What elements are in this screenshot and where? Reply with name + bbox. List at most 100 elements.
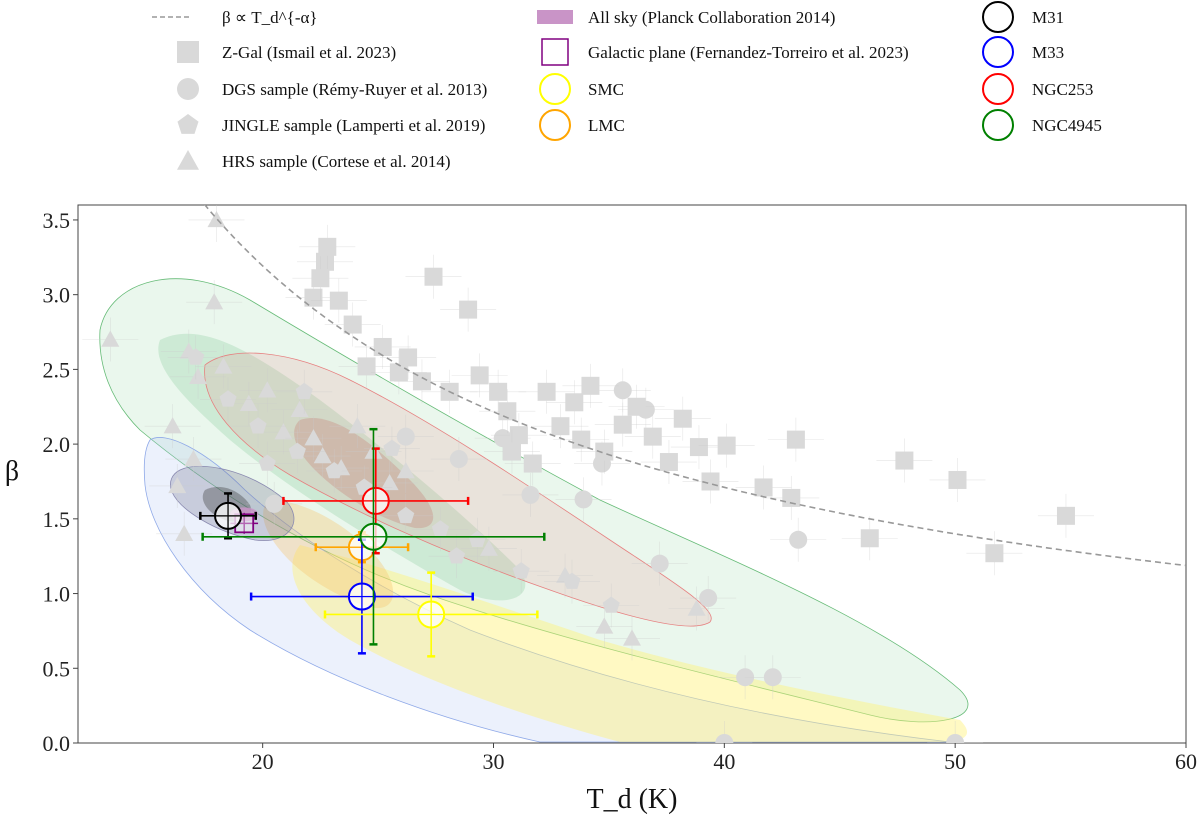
dgs-point (449, 450, 468, 469)
y-axis-label: β (5, 456, 19, 487)
dgs-point (521, 485, 540, 504)
galaxy-markers (199, 427, 546, 658)
legend-galplane-swatch (541, 38, 569, 66)
dgs-point (763, 668, 782, 687)
y-tick-label: 1.0 (43, 582, 71, 607)
zgal-point (318, 237, 337, 256)
jingle-point (512, 562, 530, 579)
jingle-point (602, 596, 620, 613)
x-tick-label: 40 (713, 749, 735, 774)
comparison-samples (82, 205, 1094, 743)
legend-m33-label: M33 (1032, 43, 1064, 62)
zgal-point (786, 430, 805, 449)
zgal-point (304, 288, 323, 307)
y-tick-label: 3.0 (43, 283, 71, 308)
jingle-point (383, 439, 401, 456)
zgal-point (985, 544, 1004, 563)
hrs-point (175, 524, 194, 541)
jingle-point (431, 520, 449, 537)
zgal-point (595, 442, 614, 461)
y-tick-label: 1.5 (43, 507, 71, 532)
hrs-point (623, 629, 641, 646)
x-axis-label: T_d (K) (587, 784, 678, 815)
jingle-point (325, 462, 343, 479)
jingle-point (187, 348, 205, 365)
y-tick-label: 0.5 (43, 656, 71, 681)
zgal-point (643, 427, 662, 446)
jingle-point (288, 442, 306, 459)
axes: 20 30 40 50 60 0.0 0.5 1.0 1.5 2.0 2.5 3.0 3.5 (43, 208, 1198, 774)
hrs-point (239, 394, 258, 411)
zgal-point (1056, 506, 1075, 525)
hrs-point (205, 293, 224, 310)
legend-zgal-swatch (177, 41, 199, 63)
legend-ngc4945-swatch (982, 109, 1014, 141)
y-tick-label: 2.5 (43, 357, 71, 382)
hrs-point (258, 381, 277, 398)
y-tick-label: 2.0 (43, 432, 71, 457)
jingle-point (468, 530, 486, 547)
dgs-point (396, 427, 415, 446)
hrs-point (396, 462, 415, 479)
jingle-point (397, 506, 415, 524)
dgs-point (650, 554, 669, 573)
dgs-point (613, 381, 632, 400)
legend-fit-label: β ∝ T_d^{-α} (222, 8, 318, 27)
zgal-point (489, 382, 508, 401)
lmc-density-region (263, 500, 394, 609)
x-tick-label: 50 (944, 749, 966, 774)
legend-ngc253-swatch (982, 73, 1014, 105)
legend-dgs-swatch (177, 78, 199, 100)
jingle-point (563, 572, 581, 589)
zgal-point (343, 315, 362, 334)
zgal-point (895, 451, 914, 470)
dgs-point (699, 589, 718, 608)
dgs-point (265, 494, 284, 513)
legend-dgs-label: DGS sample (Rémy-Ruyer et al. 2013) (222, 80, 487, 99)
dgs-point (715, 734, 734, 743)
hrs-point (304, 429, 323, 446)
zgal-point (509, 426, 528, 445)
hrs-point (348, 417, 367, 434)
fit-curve-line (203, 205, 1186, 567)
jingle-point (295, 382, 313, 400)
hrs-point (274, 423, 293, 440)
zgal-point (613, 415, 632, 434)
hrs-point (595, 617, 614, 634)
legend-lmc-label: LMC (588, 116, 625, 135)
x-tick-label: 60 (1175, 749, 1197, 774)
zgal-point (523, 454, 542, 473)
legend-lmc-swatch (539, 109, 571, 141)
legend-jingle-swatch (177, 114, 199, 134)
zgal-point (551, 417, 570, 436)
dgs-point (574, 490, 593, 509)
legend-hrs-label: HRS sample (Cortese et al. 2014) (222, 152, 451, 171)
legend-smc-swatch (539, 73, 571, 105)
zgal-point (357, 357, 376, 376)
dgs-point (946, 734, 965, 743)
zgal-point (311, 269, 330, 288)
hrs-point (479, 539, 498, 556)
legend-m31-label: M31 (1032, 8, 1064, 27)
x-tick-label: 30 (483, 749, 505, 774)
legend-galplane-label: Galactic plane (Fernandez-Torreiro et al… (588, 43, 909, 62)
zgal-point (701, 472, 720, 491)
legend-ngc253-label: NGC253 (1032, 80, 1093, 99)
zgal-point (389, 363, 408, 382)
hrs-point (687, 599, 706, 616)
x-tick-label: 20 (252, 749, 274, 774)
zgal-point (689, 438, 708, 457)
zgal-point (673, 409, 692, 428)
legend-hrs-swatch (177, 150, 199, 170)
hrs-point (214, 357, 233, 374)
y-tick-label: 0.0 (43, 731, 71, 756)
zgal-point (329, 291, 348, 310)
legend-smc-label: SMC (588, 80, 624, 99)
hrs-point (163, 417, 182, 434)
m33-density-region (143, 437, 951, 743)
jingle-point (448, 547, 466, 564)
zgal-point (948, 470, 967, 489)
hrs-point (189, 367, 208, 385)
legend: β ∝ T_d^{-α} Z-Gal (Ismail et al. 2023) DG… (152, 1, 1102, 171)
